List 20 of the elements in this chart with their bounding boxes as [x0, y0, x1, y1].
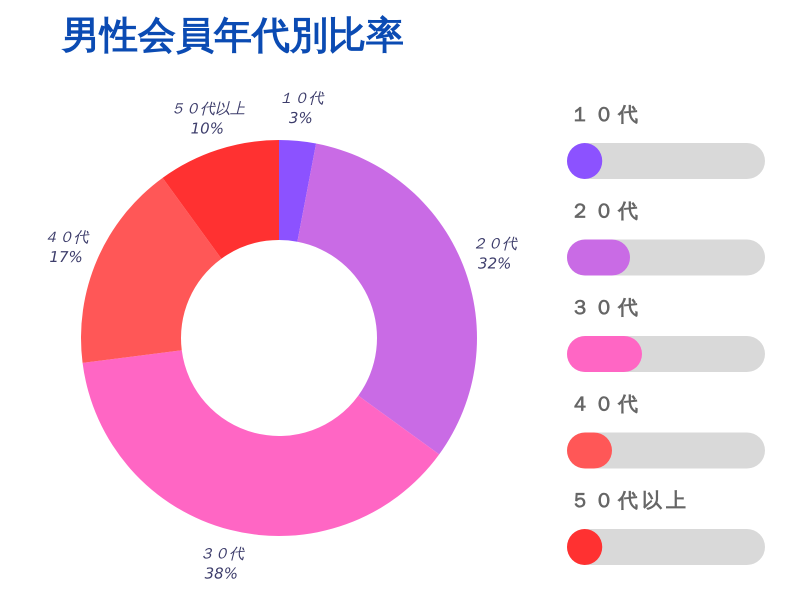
- slice-label: ５０代以上: [170, 99, 245, 118]
- donut-slice: [279, 140, 316, 242]
- y-tick-label: ２０代: [570, 198, 642, 222]
- y-tick-label: ４０代: [570, 392, 642, 416]
- data-label: 17%: [49, 248, 83, 266]
- y-tick-label: ３０代: [570, 295, 642, 319]
- slice-label: １０代: [278, 89, 324, 108]
- data-label: 3%: [288, 109, 313, 128]
- slice-label: ２０代: [472, 234, 518, 253]
- data-label: 32%: [478, 254, 512, 273]
- data-label: 10%: [190, 119, 224, 138]
- donut-slice: [82, 350, 440, 536]
- data-label: 38%: [204, 564, 238, 583]
- y-tick-label: １０代: [570, 102, 642, 126]
- slice-label: ４０代: [44, 228, 90, 246]
- donut-slice: [162, 140, 279, 259]
- y-tick-label: ５０代以上: [570, 488, 690, 512]
- donut-slice: [297, 144, 477, 454]
- slice-label: ３０代: [198, 544, 245, 563]
- chart-title: 男性会員年代別比率: [61, 13, 404, 57]
